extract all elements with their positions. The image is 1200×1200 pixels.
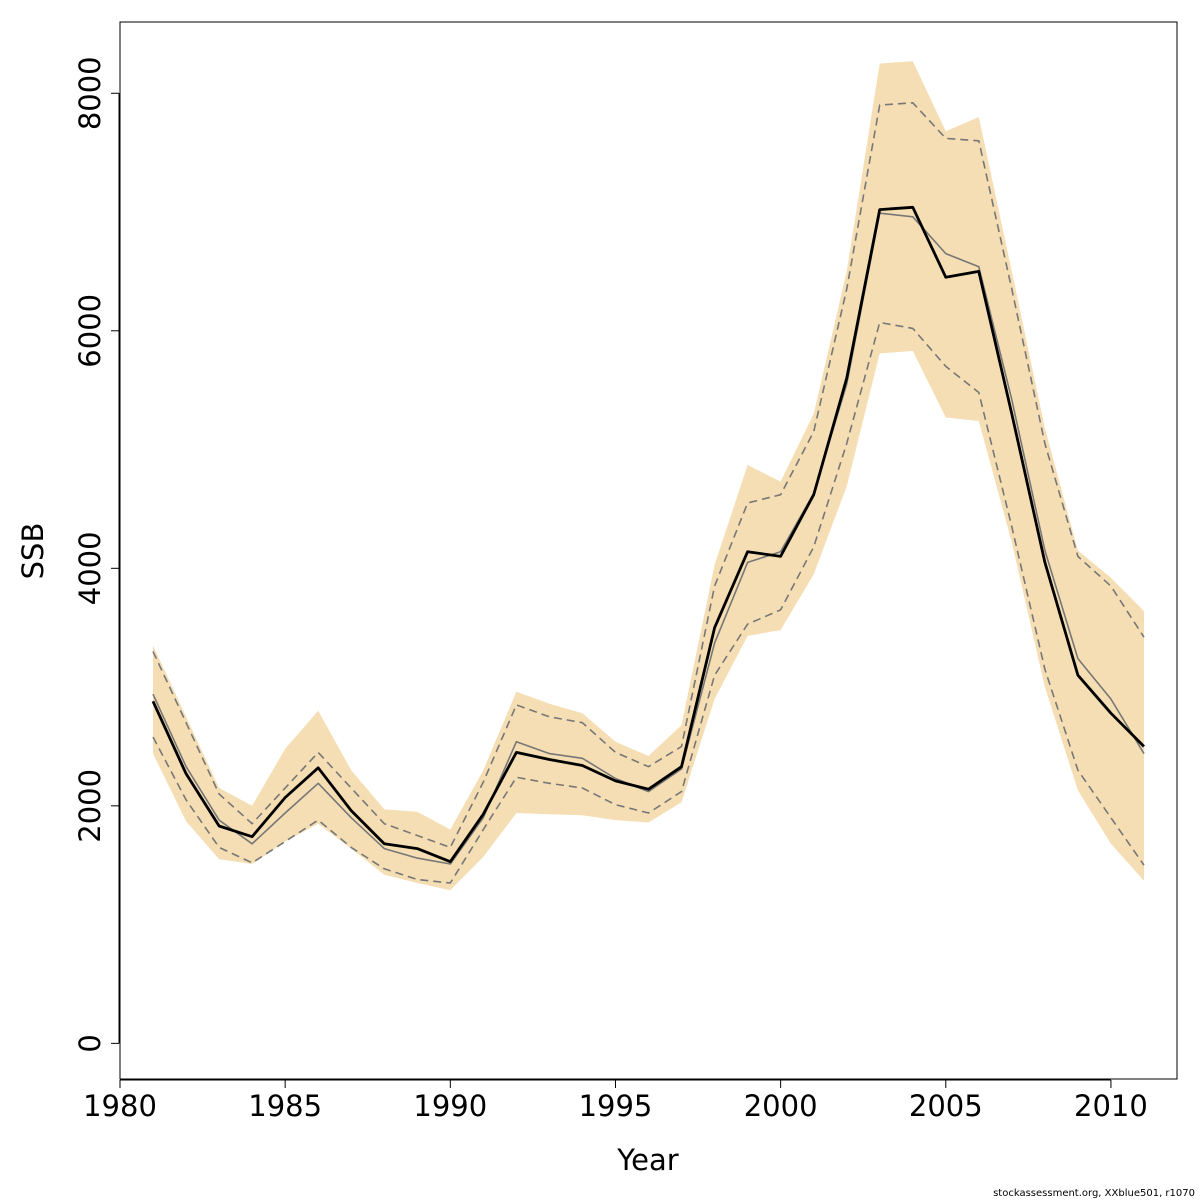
x-tick-label: 1985: [248, 1089, 322, 1123]
y-tick-label: 0: [73, 1034, 107, 1052]
confidence-band: [153, 61, 1144, 891]
y-tick-label: 8000: [73, 56, 107, 130]
y-tick-label: 6000: [73, 294, 107, 368]
x-tick-label: 2005: [909, 1089, 983, 1123]
y-axis-title: SSB: [16, 523, 50, 580]
thin-series-line: [152, 212, 1145, 865]
y-tick-label: 4000: [73, 531, 107, 605]
x-tick-label: 2000: [744, 1089, 818, 1123]
confidence-band-layer: [153, 61, 1144, 891]
estimate-line: [151, 205, 1145, 864]
x-tick-label: 1980: [83, 1089, 157, 1123]
footer-credit: stockassessment.org, XXblue501, r1070: [993, 1188, 1195, 1199]
upper-dashed-line: [152, 102, 1145, 849]
plot-frame: [119, 21, 1178, 1080]
x-tick-label: 1990: [413, 1089, 487, 1123]
axes-layer: 1980 1985 1990 1995 2000 2005 2010 0 2000 4000 600…: [73, 56, 1148, 1123]
x-axis-title: Year: [616, 1143, 678, 1177]
x-tick-label: 1995: [579, 1089, 653, 1123]
lower-dashed-line: [152, 321, 1145, 884]
series-lines-layer: [151, 102, 1145, 884]
x-tick-label: 2010: [1074, 1089, 1148, 1123]
y-tick-label: 2000: [73, 769, 107, 843]
